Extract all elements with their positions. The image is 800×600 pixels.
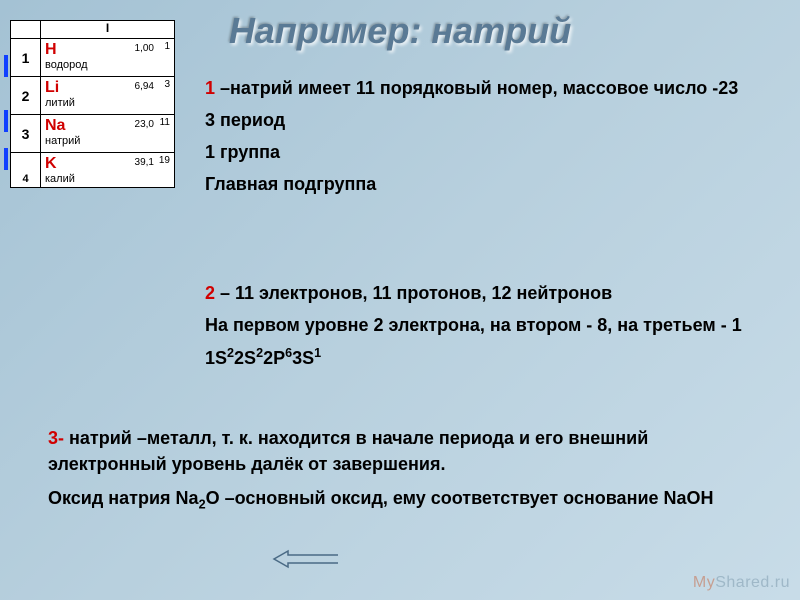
info-block-3: 3- натрий –металл, т. к. находится в нач…: [48, 425, 768, 514]
lead-number: 2: [205, 283, 215, 303]
period-number: 4: [11, 153, 41, 187]
info-text: Оксид натрия Na2O –основный оксид, ему с…: [48, 485, 768, 514]
element-z: 19: [159, 155, 170, 166]
info-text: Главная подгруппа: [205, 171, 765, 197]
element-symbol: Li: [45, 79, 59, 97]
element-symbol: H: [45, 41, 57, 59]
period-number: 3: [11, 115, 41, 152]
element-mass: 1,00: [135, 43, 154, 54]
info-text: 3 период: [205, 107, 765, 133]
info-text: На первом уровне 2 электрона, на втором …: [205, 312, 765, 338]
table-row: 1 H 1,00 1 водород: [11, 39, 174, 77]
info-block-1: 1 –натрий имеет 11 порядковый номер, мас…: [205, 75, 765, 197]
element-name: водород: [45, 59, 170, 71]
back-arrow-icon[interactable]: [270, 548, 340, 570]
lead-number: 3-: [48, 428, 64, 448]
table-row: 3 Na 23,0 11 натрий: [11, 115, 174, 153]
watermark: MyShared.ru: [693, 574, 790, 592]
page-title: Например: натрий: [229, 10, 571, 52]
element-mass: 6,94: [135, 81, 154, 92]
element-name: натрий: [45, 135, 170, 147]
info-text: 1 группа: [205, 139, 765, 165]
periodic-table-fragment: I 1 H 1,00 1 водород 2 Li 6,94 3 литий 3…: [10, 20, 175, 188]
table-row: 4 K 39,1 19 калий: [11, 153, 174, 187]
element-mass: 39,1: [135, 157, 154, 168]
info-block-2: 2 – 11 электронов, 11 протонов, 12 нейтр…: [205, 280, 765, 371]
element-z: 1: [164, 41, 170, 52]
info-text: натрий –металл, т. к. находится в начале…: [48, 428, 648, 474]
lead-number: 1: [205, 78, 215, 98]
electron-configuration: 1S22S22P63S1: [205, 344, 765, 371]
element-name: калий: [45, 173, 170, 185]
element-z: 11: [160, 117, 170, 128]
table-row: 2 Li 6,94 3 литий: [11, 77, 174, 115]
info-text: – 11 электронов, 11 протонов, 12 нейтрон…: [215, 283, 612, 303]
element-name: литий: [45, 97, 170, 109]
element-mass: 23,0: [135, 119, 154, 130]
element-z: 3: [164, 79, 170, 90]
element-symbol: Na: [45, 117, 65, 135]
period-number: 1: [11, 39, 41, 76]
period-number: 2: [11, 77, 41, 114]
element-symbol: K: [45, 155, 57, 173]
group-header: I: [41, 21, 174, 38]
info-text: –натрий имеет 11 порядковый номер, массо…: [215, 78, 738, 98]
